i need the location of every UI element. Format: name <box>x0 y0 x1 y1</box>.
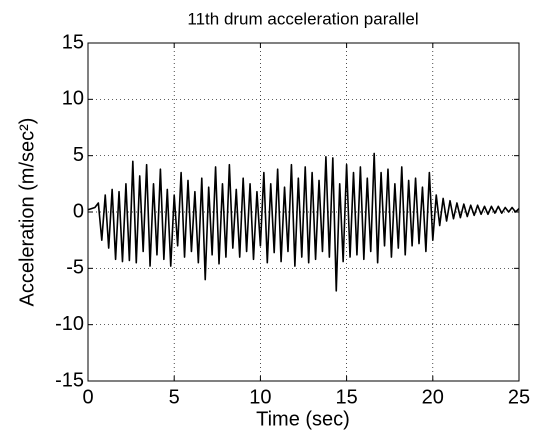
x-tick-label: 20 <box>422 386 444 408</box>
chart-title: 11th drum acceleration parallel <box>187 9 418 28</box>
y-tick-label: 5 <box>73 144 84 166</box>
y-tick-label: -5 <box>66 257 84 279</box>
y-tick-label: 0 <box>73 200 84 222</box>
x-tick-label: 10 <box>249 386 271 408</box>
y-tick-label: 15 <box>62 31 84 53</box>
y-tick-label: -10 <box>55 313 84 335</box>
x-tick-label: 25 <box>508 386 530 408</box>
plot-frame <box>87 42 520 382</box>
x-tick-label: 0 <box>82 386 93 408</box>
x-tick-label: 5 <box>169 386 180 408</box>
data-line <box>87 152 520 292</box>
x-tick-label: 15 <box>335 386 357 408</box>
x-axis-label: Time (sec) <box>256 408 350 430</box>
y-tick-label: 10 <box>62 88 84 110</box>
y-tick-label: -15 <box>55 369 84 391</box>
y-axis-label: Acceleration (m/sec²) <box>16 118 38 307</box>
